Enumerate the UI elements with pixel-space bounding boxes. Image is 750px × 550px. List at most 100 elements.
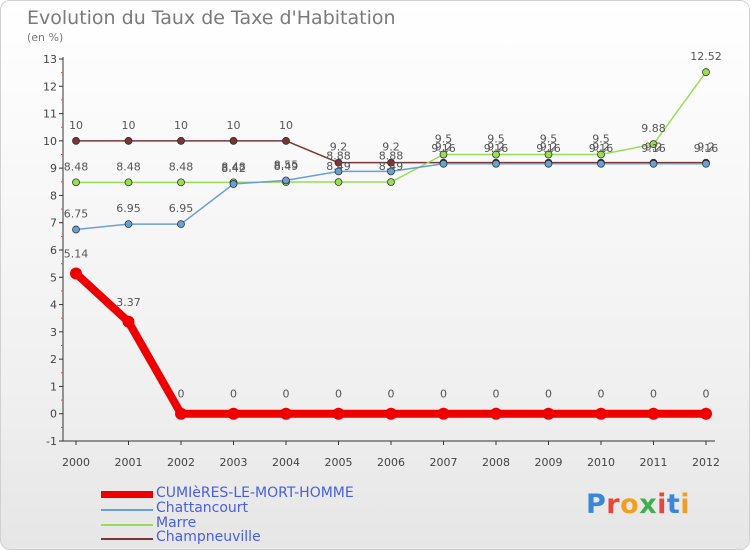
data-point [439,159,448,168]
legend-label: Champneuville [156,529,261,545]
data-label: 8.49 [274,160,299,173]
data-point [124,220,133,228]
y-tick-label: 4 [50,299,57,312]
data-label: 0 [545,388,552,401]
data-label: 9.16 [589,142,614,155]
data-label: 9.2 [697,141,715,154]
data-point [437,407,450,420]
data-label: 8.42 [221,162,246,175]
data-label: 9.2 [382,141,400,154]
data-point [544,150,553,159]
y-tick-label: 7 [50,217,57,230]
legend-swatch [101,538,153,540]
data-label: 3.37 [116,296,141,309]
y-tick-label: 11 [43,108,57,121]
data-label: 9.16 [694,142,719,155]
data-label: 0 [178,388,185,401]
data-point [72,178,80,187]
data-label: 9.16 [431,142,456,155]
data-label: 8.48 [221,160,246,173]
data-point [334,167,343,176]
logo-letter: i [657,489,667,520]
data-label: 9.2 [330,141,348,154]
x-tick-label: 2003 [220,456,248,469]
data-point [387,158,395,167]
x-tick-label: 2001 [115,456,143,469]
data-point [177,137,185,145]
data-label: 5.14 [64,247,89,260]
data-point [332,407,345,420]
data-label: 8.48 [169,160,194,173]
data-point [385,407,397,420]
x-tick-label: 2000 [62,456,90,469]
data-label: 9.2 [435,141,453,154]
data-point [177,220,185,228]
data-label: 0 [230,388,237,401]
y-tick-label: 8 [50,189,57,202]
data-point [177,178,185,187]
data-point [542,407,555,420]
x-tick-label: 2002 [167,456,195,469]
data-label: 9.5 [592,133,610,146]
x-tick-label: 2006 [377,456,405,469]
data-labels-group: 10 10 10 10 109.2 9.2 9.2 9.2 9.2 9.2 9.2 9.28.48 8.… [64,50,722,401]
y-tick-label: 1 [50,380,57,393]
data-label: 9.16 [484,142,509,155]
x-tick-label: 2011 [640,456,668,469]
y-tick-label: 3 [50,326,57,339]
series-group [70,68,712,420]
data-point [124,137,133,145]
data-point [175,407,187,420]
logo-letter: i [680,489,691,520]
data-point [72,225,80,234]
data-label: 8.55 [274,158,299,171]
data-point [387,178,395,186]
logo-letter: x [639,489,658,520]
legend-swatch [101,509,153,511]
data-point [492,159,500,168]
y-tick-label: 9 [50,162,57,175]
data-label: 0 [650,388,657,401]
data-label: 12.52 [690,50,722,63]
data-label: 0 [440,388,447,401]
data-point [282,176,290,185]
chart-title: Evolution du Taux de Taxe d'Habitation [27,7,396,29]
data-point [702,159,710,168]
data-label: 0 [335,388,342,401]
data-label: 0 [598,388,605,401]
data-label: 9.2 [645,141,663,154]
data-label: 0 [388,388,395,401]
data-label: 6.95 [116,202,141,215]
x-tick-label: 2010 [587,456,615,469]
data-point [649,140,658,148]
legend-label: Marre [156,515,197,531]
data-label: 10 [279,119,293,132]
data-label: 8.49 [379,160,404,173]
data-label: 10 [122,119,136,132]
data-label: 9.5 [487,133,505,146]
y-tick-label: 5 [50,271,57,284]
x-tick-label: 2009 [535,456,563,469]
data-point [597,150,605,159]
y-tick-label: -1 [46,435,57,448]
x-tick-label: 2004 [272,456,300,469]
data-label: 0 [283,388,290,401]
data-label: 9.2 [487,141,505,154]
data-label: 9.2 [540,141,558,154]
data-point [280,407,292,420]
data-point [227,407,240,420]
data-point [595,407,607,420]
data-point [124,178,133,187]
data-point [700,407,712,420]
y-tick-label: 10 [43,135,57,148]
data-point [334,178,343,186]
data-label: 9.5 [435,133,453,146]
data-point [229,137,238,145]
data-label: 6.95 [169,202,194,215]
legend-item: Champneuville [101,529,421,545]
data-label: 9.2 [592,141,610,154]
data-point [647,407,660,420]
data-label: 8.48 [64,160,89,173]
